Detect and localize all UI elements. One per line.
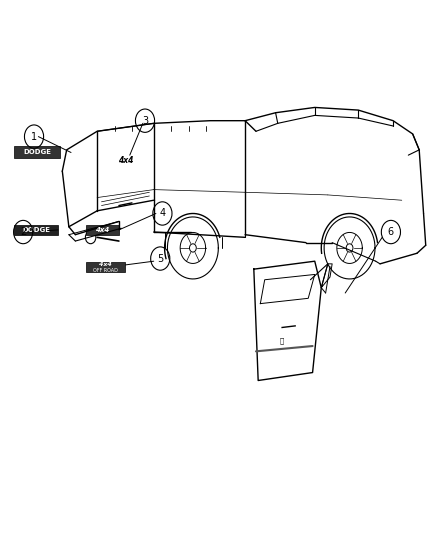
Text: 2: 2	[20, 227, 26, 237]
FancyBboxPatch shape	[14, 225, 58, 235]
FancyBboxPatch shape	[86, 262, 125, 272]
Text: 4x4: 4x4	[118, 156, 133, 165]
Text: 1: 1	[31, 132, 37, 142]
Text: 3: 3	[142, 116, 148, 126]
Text: 4x4: 4x4	[99, 262, 112, 268]
Text: 5: 5	[157, 254, 163, 263]
Text: ⬦: ⬦	[280, 337, 284, 344]
Text: DODGE: DODGE	[22, 227, 50, 233]
Text: OFF ROAD: OFF ROAD	[93, 268, 118, 273]
Text: DODGE: DODGE	[23, 149, 51, 155]
Text: 4: 4	[159, 208, 166, 219]
FancyBboxPatch shape	[86, 225, 119, 235]
FancyBboxPatch shape	[14, 146, 60, 158]
Text: 6: 6	[388, 227, 394, 237]
Text: 4x4: 4x4	[95, 227, 110, 233]
